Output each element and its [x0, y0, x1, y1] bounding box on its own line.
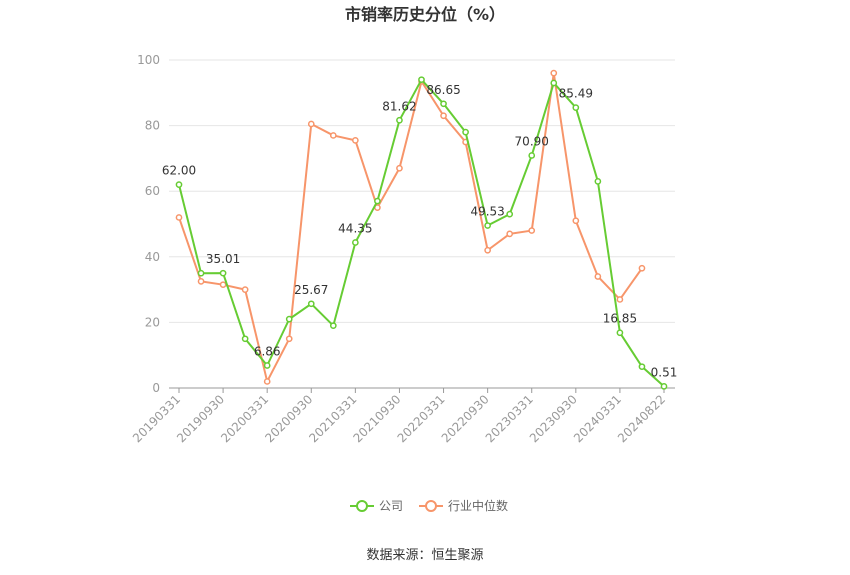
data-label: 16.85: [603, 312, 637, 326]
series-point-0: [660, 382, 668, 390]
data-label: 49.53: [470, 205, 504, 219]
legend-item-0[interactable]: 公司: [350, 499, 403, 513]
series-point-1: [175, 214, 183, 221]
y-tick-label: 0: [152, 381, 160, 395]
series-point-1: [440, 112, 447, 120]
y-axis: 0 20 40 60 80 100: [137, 53, 160, 395]
series-point-0: [440, 100, 447, 108]
series-point-0: [307, 300, 315, 308]
series-point-1: [197, 278, 205, 285]
data-label: 35.01: [206, 252, 240, 266]
series-point-0: [329, 322, 337, 330]
data-label: 81.62: [382, 99, 416, 113]
series-point-0: [241, 335, 249, 343]
series-point-0: [352, 239, 359, 246]
series-point-0: [506, 210, 514, 218]
series-point-1: [352, 137, 359, 144]
data-label: 85.49: [559, 87, 593, 101]
data-labels: 62.00 35.01 6.86 25.67 44.35 81.62 86.65 49.53 7…: [162, 83, 678, 380]
legend-marker: [356, 500, 368, 512]
series-point-1: [263, 378, 271, 385]
x-axis: 2019033120190930202003312020093020210331…: [130, 387, 675, 445]
chart-title: 市销率历史分位（%）: [345, 5, 505, 24]
series-point-0: [396, 116, 403, 124]
legend[interactable]: 公司 行业中位数: [350, 498, 508, 513]
series-point-0: [285, 315, 293, 323]
series-point-1: [528, 227, 536, 234]
series-line-1: [178, 72, 643, 383]
series-point-1: [396, 164, 403, 172]
legend-marker: [425, 500, 437, 512]
y-tick-label: 80: [145, 119, 160, 133]
series-point-1: [572, 217, 580, 225]
y-tick-label: 20: [145, 315, 160, 329]
series-point-1: [484, 246, 491, 254]
series-point-0: [462, 128, 469, 136]
series-point-0: [550, 79, 558, 87]
legend-item-1[interactable]: 行业中位数: [419, 498, 508, 513]
series-point-0: [484, 222, 491, 229]
series-point-1: [616, 296, 624, 303]
series-point-0: [197, 269, 205, 277]
series-point-1: [594, 273, 602, 280]
x-tick-label: 20240822: [615, 392, 668, 445]
series-point-1: [241, 286, 249, 293]
series-point-1: [307, 120, 315, 128]
data-label: 70.90: [515, 134, 549, 148]
data-label: 86.65: [426, 83, 460, 97]
series-point-0: [572, 104, 580, 111]
series-point-0: [418, 76, 425, 84]
y-tick-label: 60: [145, 184, 160, 198]
legend-label: 公司: [379, 499, 403, 513]
data-label: 25.67: [294, 283, 328, 297]
series-point-0: [219, 269, 227, 277]
series-point-1: [550, 69, 558, 77]
legend-label: 行业中位数: [448, 498, 508, 513]
data-label: 62.00: [162, 164, 196, 178]
series-point-1: [506, 230, 514, 238]
series-point-0: [594, 178, 602, 185]
series-point-0: [263, 362, 271, 369]
series-point-1: [285, 335, 293, 343]
series-point-1: [329, 132, 337, 139]
series-point-0: [638, 363, 646, 371]
series-point-0: [616, 329, 624, 337]
data-label: 0.51: [651, 365, 678, 379]
series-point-0: [528, 152, 536, 159]
series-layer: [175, 69, 668, 390]
data-label: 44.35: [338, 222, 372, 236]
y-tick-label: 40: [145, 250, 160, 264]
data-label: 6.86: [254, 344, 281, 358]
series-point-1: [638, 264, 646, 272]
y-tick-label: 100: [137, 53, 160, 67]
data-source: 数据来源：恒生聚源: [366, 548, 483, 563]
series-point-0: [175, 181, 183, 188]
series-point-0: [374, 197, 381, 205]
series-point-1: [219, 281, 227, 289]
